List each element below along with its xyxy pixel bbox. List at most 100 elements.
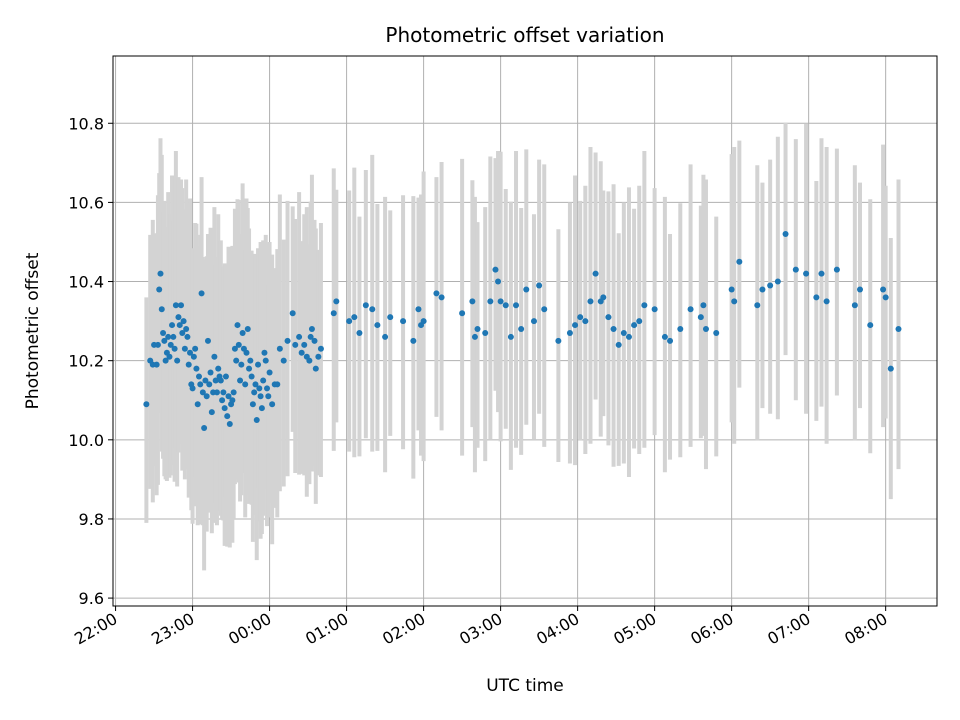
- data-point: [767, 282, 774, 289]
- data-point: [754, 302, 761, 309]
- data-point: [207, 369, 214, 376]
- data-point: [153, 361, 160, 368]
- data-point: [204, 337, 211, 344]
- data-point: [867, 322, 874, 329]
- data-point: [225, 393, 232, 400]
- data-point: [856, 286, 863, 293]
- data-point: [536, 282, 543, 289]
- data-point: [199, 389, 206, 396]
- data-point: [221, 405, 228, 412]
- data-point: [700, 302, 707, 309]
- data-point: [248, 373, 255, 380]
- data-point: [667, 337, 674, 344]
- data-point: [260, 377, 267, 384]
- data-point: [192, 345, 199, 352]
- data-point: [792, 266, 799, 273]
- data-point: [213, 389, 220, 396]
- data-point: [198, 290, 205, 297]
- data-point: [592, 270, 599, 277]
- data-point: [312, 365, 319, 372]
- data-point: [165, 333, 172, 340]
- data-point: [615, 341, 622, 348]
- data-point: [194, 401, 201, 408]
- data-point: [238, 361, 245, 368]
- data-point: [507, 333, 514, 340]
- data-point: [697, 314, 704, 321]
- data-point: [487, 298, 494, 305]
- data-point: [258, 405, 265, 412]
- data-point: [415, 306, 422, 313]
- data-point: [610, 326, 617, 333]
- data-point: [582, 318, 589, 325]
- data-point: [247, 357, 254, 364]
- data-point: [170, 333, 177, 340]
- data-point: [215, 365, 222, 372]
- data-point: [219, 397, 226, 404]
- data-point: [296, 333, 303, 340]
- data-point: [246, 365, 253, 372]
- data-point: [161, 337, 168, 344]
- y-tick-label: 10.8: [68, 114, 104, 133]
- x-axis-label: UTC time: [486, 676, 564, 696]
- data-point: [311, 337, 318, 344]
- data-point: [641, 302, 648, 309]
- data-point: [175, 314, 182, 321]
- data-point: [156, 286, 163, 293]
- data-point: [154, 341, 161, 348]
- data-point: [555, 337, 562, 344]
- data-point: [187, 349, 194, 356]
- data-point: [482, 329, 489, 336]
- data-point: [813, 294, 820, 301]
- data-point: [160, 329, 167, 336]
- data-point: [269, 401, 276, 408]
- y-axis-ticks: 9.6 9.8 10.0 10.2 10.4 10.6 10.8: [68, 114, 113, 608]
- data-point: [566, 329, 573, 336]
- data-point: [242, 381, 249, 388]
- y-tick-label: 9.8: [79, 510, 104, 529]
- data-point: [183, 326, 190, 333]
- data-point: [264, 385, 271, 392]
- data-point: [280, 357, 287, 364]
- data-point: [289, 310, 296, 317]
- data-point: [782, 231, 789, 238]
- data-point: [169, 322, 176, 329]
- data-point: [471, 333, 478, 340]
- data-point: [387, 314, 394, 321]
- data-point: [206, 381, 213, 388]
- data-point: [374, 322, 381, 329]
- data-point: [351, 314, 358, 321]
- data-point: [530, 318, 537, 325]
- data-point: [728, 286, 735, 293]
- data-point: [178, 302, 185, 309]
- data-point: [208, 409, 215, 416]
- data-point: [261, 349, 268, 356]
- y-tick-label: 10.4: [68, 273, 104, 292]
- data-point: [541, 306, 548, 313]
- data-point: [346, 318, 353, 325]
- data-point: [301, 341, 308, 348]
- data-point: [193, 365, 200, 372]
- data-point: [265, 393, 272, 400]
- data-point: [713, 329, 720, 336]
- data-point: [523, 286, 530, 293]
- data-point: [620, 329, 627, 336]
- data-point: [636, 318, 643, 325]
- data-point: [882, 294, 889, 301]
- data-point: [518, 326, 525, 333]
- data-point: [833, 266, 840, 273]
- data-point: [677, 326, 684, 333]
- chart-title: Photometric offset variation: [385, 23, 664, 47]
- data-point: [211, 353, 218, 360]
- data-point: [577, 314, 584, 321]
- data-point: [158, 306, 165, 313]
- data-points: [143, 231, 902, 431]
- y-tick-label: 10.0: [68, 431, 104, 450]
- data-point: [587, 298, 594, 305]
- data-point: [234, 322, 241, 329]
- data-point: [651, 306, 658, 313]
- plot-frame: [112, 55, 938, 607]
- data-point: [702, 326, 709, 333]
- data-point: [224, 413, 231, 420]
- data-point: [400, 318, 407, 325]
- data-point: [306, 357, 313, 364]
